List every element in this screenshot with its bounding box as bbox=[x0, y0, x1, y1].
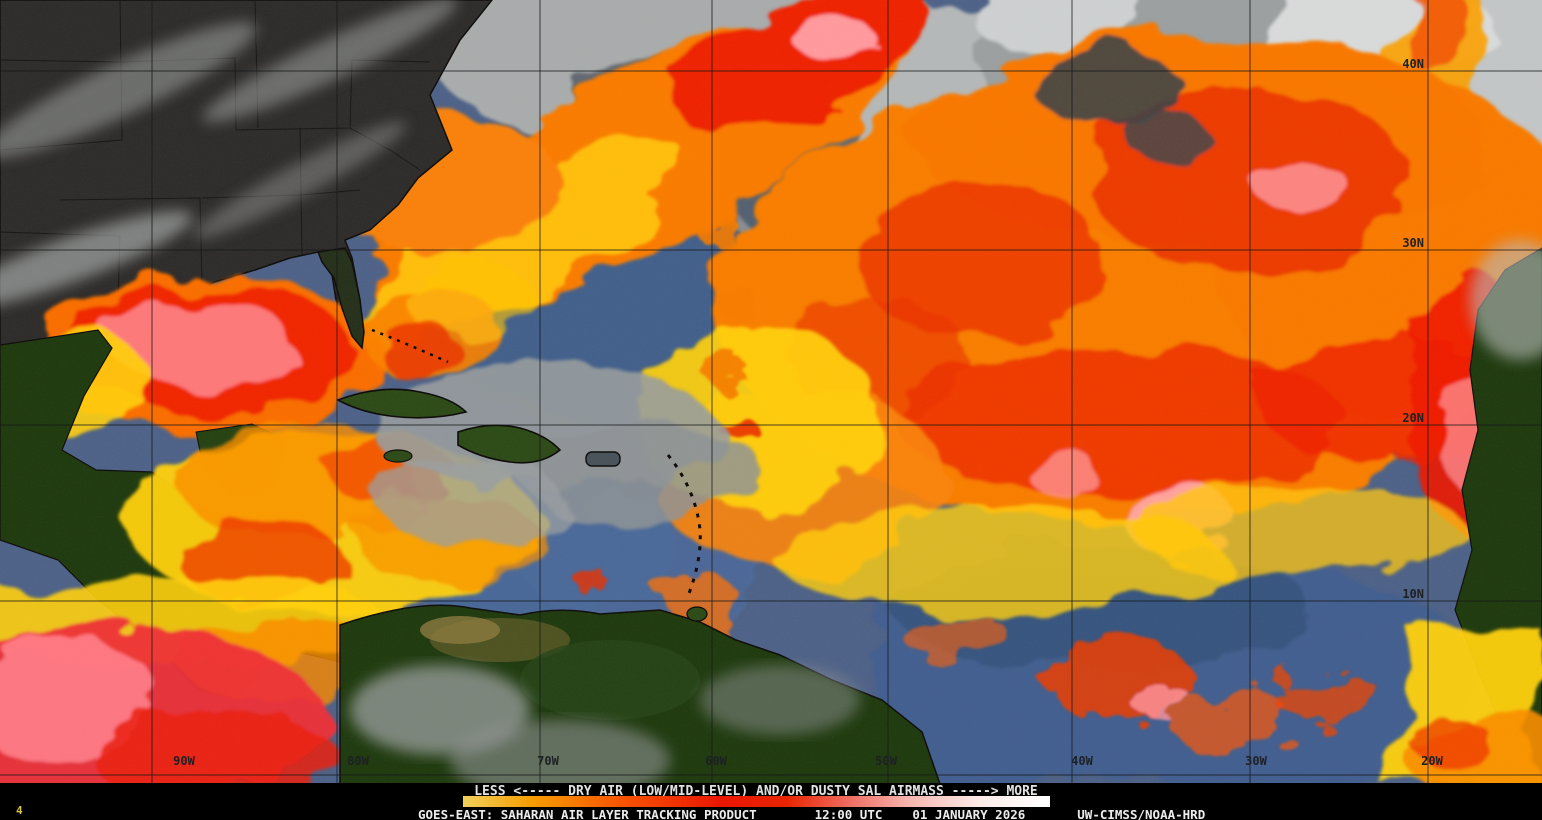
lon-label-60w: 60W bbox=[705, 754, 727, 768]
lon-label-20w: 20W bbox=[1421, 754, 1443, 768]
caption-spacer bbox=[1025, 807, 1077, 820]
lon-label-80w: 80W bbox=[347, 754, 369, 768]
source-caption: GOES-EAST: SAHARAN AIR LAYER TRACKING PR… bbox=[418, 807, 1205, 820]
longitude-labels: 90W 80W 70W 60W 50W 40W 30W 20W bbox=[173, 754, 1443, 768]
caption-spacer bbox=[882, 807, 912, 820]
lat-label-40n: 40N bbox=[1402, 57, 1424, 71]
satellite-map-canvas: 40N 30N 20N 10N 90W 80W 70W 60W 50W 40W … bbox=[0, 0, 1542, 784]
lat-label-10n: 10N bbox=[1402, 587, 1424, 601]
lon-label-90w: 90W bbox=[173, 754, 195, 768]
sal-colorbar bbox=[463, 796, 1050, 807]
graticule bbox=[0, 0, 1542, 784]
lat-label-30n: 30N bbox=[1402, 236, 1424, 250]
caption-spacer bbox=[757, 807, 815, 820]
latitude-labels: 40N 30N 20N 10N bbox=[1402, 57, 1424, 601]
lon-label-30w: 30W bbox=[1245, 754, 1267, 768]
valid-time: 12:00 UTC bbox=[814, 807, 883, 820]
frame-counter: 4 bbox=[16, 804, 23, 817]
valid-date: 01 JANUARY 2026 bbox=[912, 807, 1026, 820]
credit: UW-CIMSS/NOAA-HRD bbox=[1077, 807, 1206, 820]
lat-label-20n: 20N bbox=[1402, 411, 1424, 425]
colorbar-legend-text: LESS <----- DRY AIR (LOW/MID-LEVEL) AND/… bbox=[474, 784, 1038, 799]
satellite-map: 40N 30N 20N 10N 90W 80W 70W 60W 50W 40W … bbox=[0, 0, 1542, 784]
product-name: GOES-EAST: SAHARAN AIR LAYER TRACKING PR… bbox=[418, 807, 757, 820]
lon-label-50w: 50W bbox=[875, 754, 897, 768]
lon-label-70w: 70W bbox=[537, 754, 559, 768]
lon-label-40w: 40W bbox=[1071, 754, 1093, 768]
image-grain bbox=[0, 0, 1542, 784]
caption-bar: 4 LESS <----- DRY AIR (LOW/MID-LEVEL) AN… bbox=[0, 783, 1542, 820]
